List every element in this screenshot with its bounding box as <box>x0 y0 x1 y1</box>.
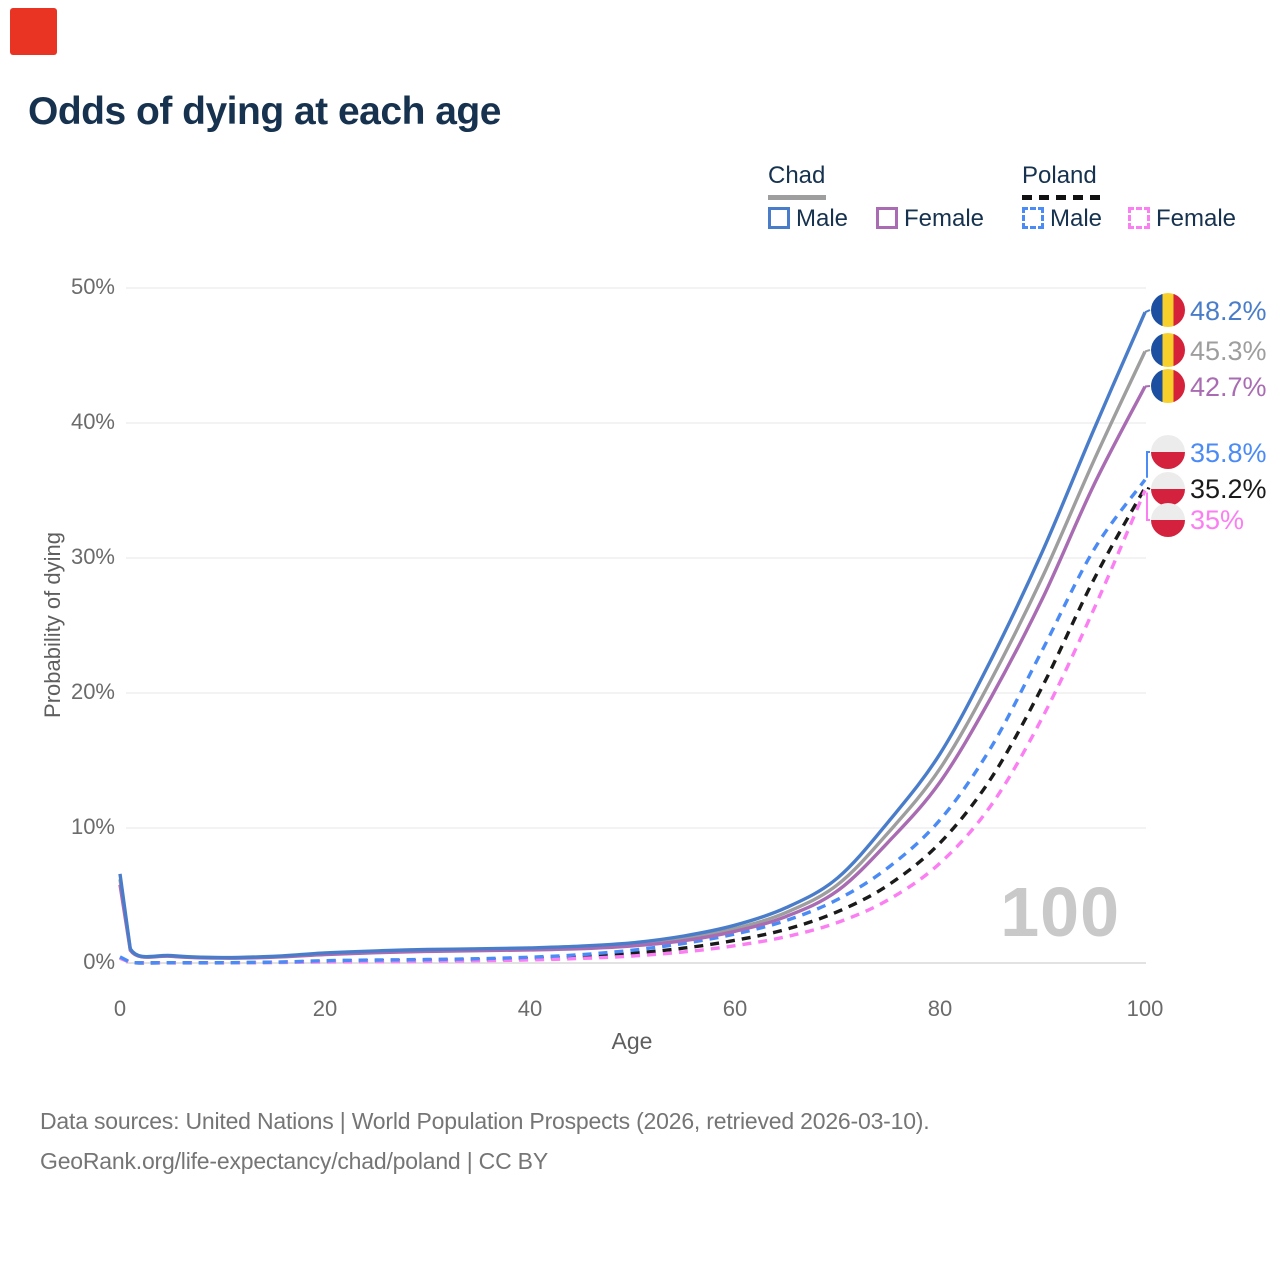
chad-male-swatch[interactable] <box>768 207 790 229</box>
poland-flag-icon <box>1151 472 1185 506</box>
x-tick-0: 0 <box>113 996 127 1021</box>
red-marker <box>10 8 57 55</box>
poland-flag-icon <box>1151 435 1185 469</box>
poland-flag-icon <box>1151 503 1185 537</box>
end-label-chad-female: 42.7% <box>1190 372 1267 402</box>
chad-flag-icon <box>1151 293 1185 327</box>
poland-male-swatch[interactable] <box>1022 207 1044 229</box>
label-connector <box>1146 492 1150 521</box>
x-axis-title: Age <box>611 1028 653 1054</box>
chad-flag-icon <box>1151 333 1185 367</box>
y-tick-50: 50% <box>70 274 115 299</box>
page-title: Odds of dying at each age <box>28 90 501 133</box>
y-tick-0: 0% <box>83 949 115 974</box>
end-label-poland-female: 35% <box>1190 505 1245 535</box>
label-connector <box>1144 385 1151 388</box>
y-tick-20: 20% <box>70 679 115 704</box>
chad-flag-icon <box>1151 369 1185 403</box>
y-tick-40: 40% <box>70 409 115 434</box>
end-label-poland-both: 35.2% <box>1190 474 1267 504</box>
poland-line-style-swatch <box>1022 195 1100 200</box>
poland-female-swatch[interactable] <box>1128 207 1150 229</box>
footer-data-sources: Data sources: United Nations | World Pop… <box>40 1108 930 1134</box>
age-counter-watermark: 100 <box>1000 873 1120 951</box>
x-tick-80: 80 <box>927 996 953 1021</box>
legend-group-chad[interactable]: Chad <box>768 162 826 189</box>
x-tick-60: 60 <box>722 996 748 1021</box>
end-label-poland-male: 35.8% <box>1190 438 1267 468</box>
label-connector <box>1144 349 1151 353</box>
x-tick-100: 100 <box>1126 996 1164 1021</box>
line-chad-male <box>118 311 1147 960</box>
end-label-chad-male: 48.2% <box>1190 296 1267 326</box>
footer-url-license: GeoRank.org/life-expectancy/chad/poland … <box>40 1148 548 1174</box>
label-connector <box>1146 486 1151 490</box>
x-tick-40: 40 <box>517 996 543 1021</box>
label-connector <box>1144 309 1151 314</box>
end-label-chad-both: 45.3% <box>1190 336 1267 366</box>
legend-label-poland-female[interactable]: Female <box>1156 205 1237 232</box>
legend-group-poland[interactable]: Poland <box>1022 162 1097 189</box>
label-connector <box>1146 451 1150 478</box>
y-tick-30: 30% <box>70 544 115 569</box>
legend-label-chad-male[interactable]: Male <box>796 205 849 232</box>
legend-label-chad-female[interactable]: Female <box>904 205 985 232</box>
line-chad-both-sexes <box>118 350 1147 960</box>
y-tick-10: 10% <box>70 814 115 839</box>
legend-label-poland-male[interactable]: Male <box>1050 205 1103 232</box>
x-tick-20: 20 <box>312 996 338 1021</box>
chad-line-style-swatch <box>768 195 826 200</box>
chad-female-swatch[interactable] <box>876 207 898 229</box>
